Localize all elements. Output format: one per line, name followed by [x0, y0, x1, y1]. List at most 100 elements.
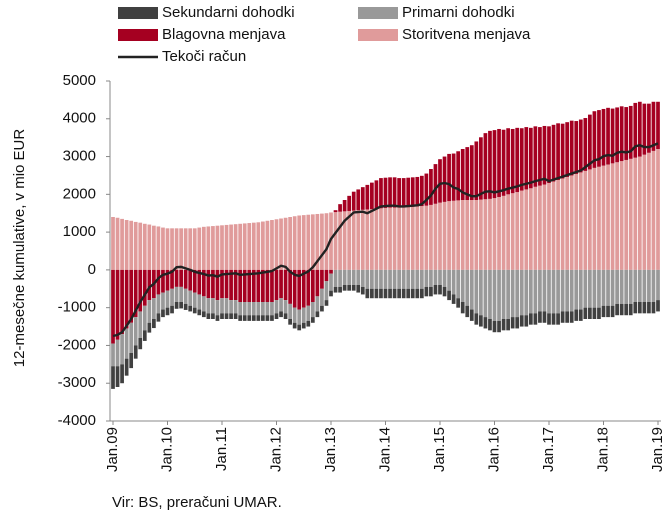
- bar-segment: [456, 200, 461, 270]
- bar-segment: [315, 296, 320, 312]
- bar-segment: [360, 269, 365, 287]
- bar-segment: [351, 285, 356, 291]
- bar-segment: [242, 269, 247, 302]
- bar-segment: [438, 285, 442, 295]
- bar-segment: [628, 303, 633, 316]
- bar-segment: [270, 315, 274, 321]
- bar-segment: [479, 137, 483, 200]
- bar-segment: [229, 269, 233, 301]
- bar-segment: [610, 108, 615, 164]
- x-tick-label: Jan.09: [104, 427, 121, 472]
- bar-segment: [624, 159, 629, 270]
- bar-segment: [333, 212, 338, 270]
- bar-segment: [438, 159, 442, 203]
- bar-segment: [324, 269, 329, 282]
- bar-segment: [288, 217, 292, 270]
- bar-segment: [215, 269, 220, 301]
- bar-segment: [324, 281, 329, 301]
- bar-segment: [329, 269, 333, 274]
- bar-segment: [519, 190, 524, 270]
- bar-segment: [301, 307, 306, 323]
- bar-segment: [633, 102, 638, 158]
- bar-segment: [615, 107, 619, 163]
- bar-segment: [460, 269, 465, 302]
- bar-segment: [492, 320, 497, 333]
- bar-segment: [315, 213, 320, 270]
- bar-segment: [538, 311, 542, 323]
- bar-segment: [188, 228, 193, 270]
- bar-segment: [192, 292, 197, 308]
- bar-segment: [578, 309, 583, 321]
- bar-segment: [156, 313, 161, 322]
- bar-segment: [183, 303, 188, 310]
- bar-segment: [301, 215, 306, 270]
- bar-segment: [306, 269, 311, 306]
- bar-segment: [374, 269, 379, 289]
- bar-segment: [565, 311, 570, 323]
- bar-segment: [111, 217, 115, 270]
- y-tick-label: 2000: [63, 185, 96, 202]
- bar-segment: [320, 288, 324, 306]
- bar-segment: [560, 269, 565, 312]
- bar-segment: [647, 103, 651, 153]
- bar-segment: [406, 207, 411, 270]
- bar-segment: [415, 206, 420, 270]
- bar-segment: [324, 213, 329, 270]
- bar-segment: [419, 206, 424, 270]
- bar-segment: [224, 298, 229, 314]
- bar-segment: [156, 226, 161, 270]
- bar-segment: [624, 303, 629, 316]
- bar-segment: [370, 288, 374, 299]
- bar-segment: [183, 288, 188, 304]
- source-note: Vir: BS, preračuni UMAR.: [112, 494, 282, 511]
- bar-segment: [574, 121, 579, 174]
- x-tick-label: Jan.17: [540, 427, 557, 472]
- bar-segment: [483, 269, 488, 318]
- bar-segment: [306, 305, 311, 321]
- bar-segment: [270, 220, 274, 270]
- bar-segment: [247, 315, 252, 321]
- bar-segment: [388, 207, 392, 270]
- bar-segment: [410, 288, 415, 299]
- bar-segment: [474, 141, 479, 200]
- bar-segment: [588, 169, 592, 270]
- bar-segment: [215, 225, 220, 270]
- bar-segment: [651, 150, 656, 270]
- bar-segment: [283, 269, 288, 301]
- bar-segment: [479, 199, 483, 270]
- bar-segment: [642, 269, 647, 302]
- bar-segment: [447, 290, 451, 301]
- bar-segment: [456, 151, 461, 201]
- bar-segment: [161, 292, 165, 310]
- bar-segment: [569, 311, 574, 323]
- bar-segment: [301, 322, 306, 329]
- bar-segment: [301, 269, 306, 308]
- bar-segment: [465, 147, 470, 200]
- bar-segment: [347, 210, 352, 270]
- bar-segment: [170, 288, 174, 306]
- x-tick-label: Jan.12: [267, 427, 284, 472]
- bar-segment: [310, 214, 315, 270]
- bar-segment: [220, 269, 224, 299]
- bar-segment: [415, 288, 420, 299]
- bar-segment: [220, 298, 224, 314]
- bar-segment: [388, 269, 392, 289]
- bar-segment: [597, 110, 601, 167]
- bar-segment: [501, 269, 506, 319]
- bar-segment: [606, 107, 610, 165]
- bar-segment: [397, 178, 401, 208]
- bar-segment: [115, 269, 120, 340]
- bar-segment: [165, 307, 170, 316]
- bar-segment: [479, 315, 483, 327]
- bar-segment: [238, 269, 243, 302]
- bar-segment: [488, 130, 492, 199]
- bar-segment: [401, 178, 406, 208]
- bar-segment: [488, 319, 492, 331]
- bar-segment: [370, 269, 374, 289]
- bar-segment: [142, 223, 147, 270]
- bar-segment: [192, 269, 197, 293]
- bar-segment: [192, 307, 197, 314]
- bar-segment: [419, 288, 424, 299]
- bar-segment: [279, 298, 283, 312]
- bar-segment: [519, 269, 524, 316]
